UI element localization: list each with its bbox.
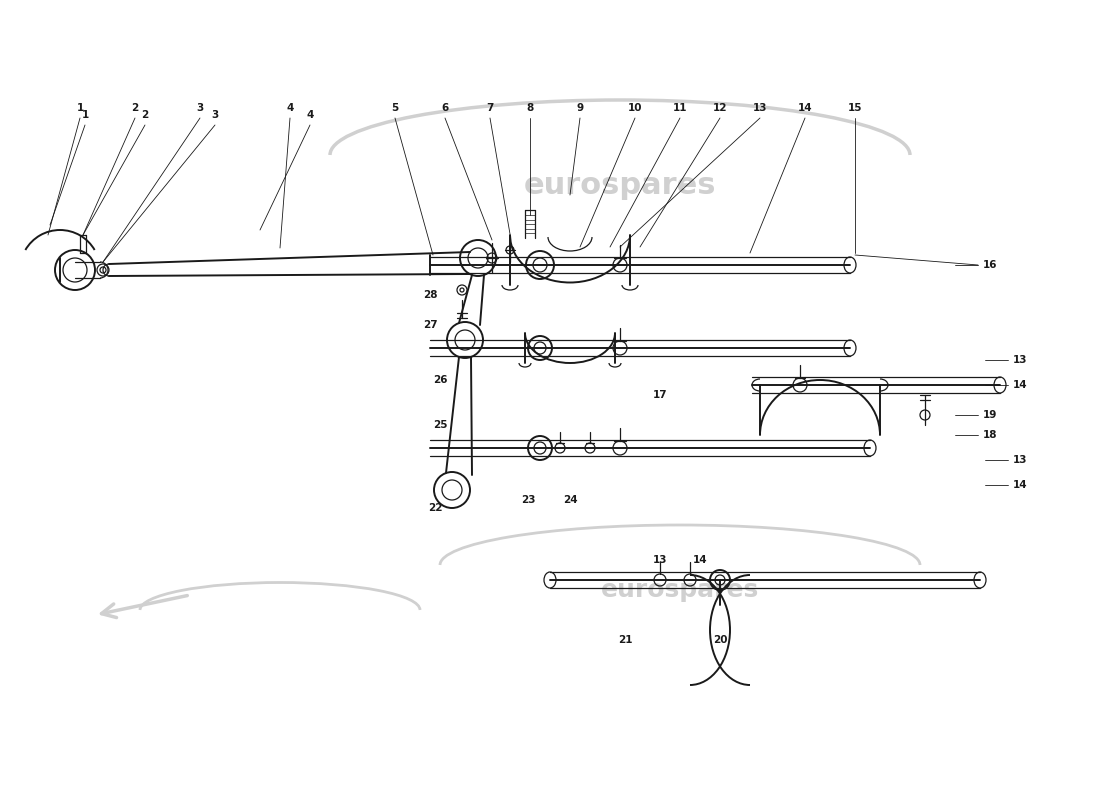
Text: 22: 22 — [428, 503, 442, 513]
Text: 4: 4 — [306, 110, 313, 120]
Text: 3: 3 — [197, 103, 204, 113]
Text: 13: 13 — [1013, 355, 1027, 365]
Text: eurospares: eurospares — [524, 170, 716, 199]
Text: 13: 13 — [752, 103, 768, 113]
Text: 14: 14 — [1013, 480, 1027, 490]
Text: 14: 14 — [693, 555, 707, 565]
Text: 26: 26 — [432, 375, 448, 385]
Text: 19: 19 — [982, 410, 998, 420]
Text: 21: 21 — [618, 635, 632, 645]
Text: 17: 17 — [652, 390, 668, 400]
Text: 3: 3 — [211, 110, 219, 120]
Text: 15: 15 — [848, 103, 862, 113]
Text: 13: 13 — [652, 555, 668, 565]
Text: 20: 20 — [713, 635, 727, 645]
Text: 18: 18 — [982, 430, 998, 440]
Text: 6: 6 — [441, 103, 449, 113]
Text: 13: 13 — [1013, 455, 1027, 465]
Text: 1: 1 — [81, 110, 89, 120]
Text: 7: 7 — [486, 103, 494, 113]
Text: 2: 2 — [131, 103, 139, 113]
Text: 11: 11 — [673, 103, 688, 113]
Text: 23: 23 — [520, 495, 536, 505]
Text: 5: 5 — [392, 103, 398, 113]
Text: 25: 25 — [432, 420, 448, 430]
Text: 1: 1 — [76, 103, 84, 113]
Text: 14: 14 — [1013, 380, 1027, 390]
Text: 8: 8 — [527, 103, 534, 113]
Text: 16: 16 — [982, 260, 998, 270]
Text: 2: 2 — [142, 110, 148, 120]
Text: 24: 24 — [563, 495, 578, 505]
Text: 14: 14 — [798, 103, 812, 113]
Text: 9: 9 — [576, 103, 584, 113]
Text: 28: 28 — [422, 290, 438, 300]
Text: 4: 4 — [286, 103, 294, 113]
Text: eurospares: eurospares — [601, 578, 759, 602]
Text: 10: 10 — [628, 103, 642, 113]
Text: 27: 27 — [422, 320, 438, 330]
Text: 12: 12 — [713, 103, 727, 113]
